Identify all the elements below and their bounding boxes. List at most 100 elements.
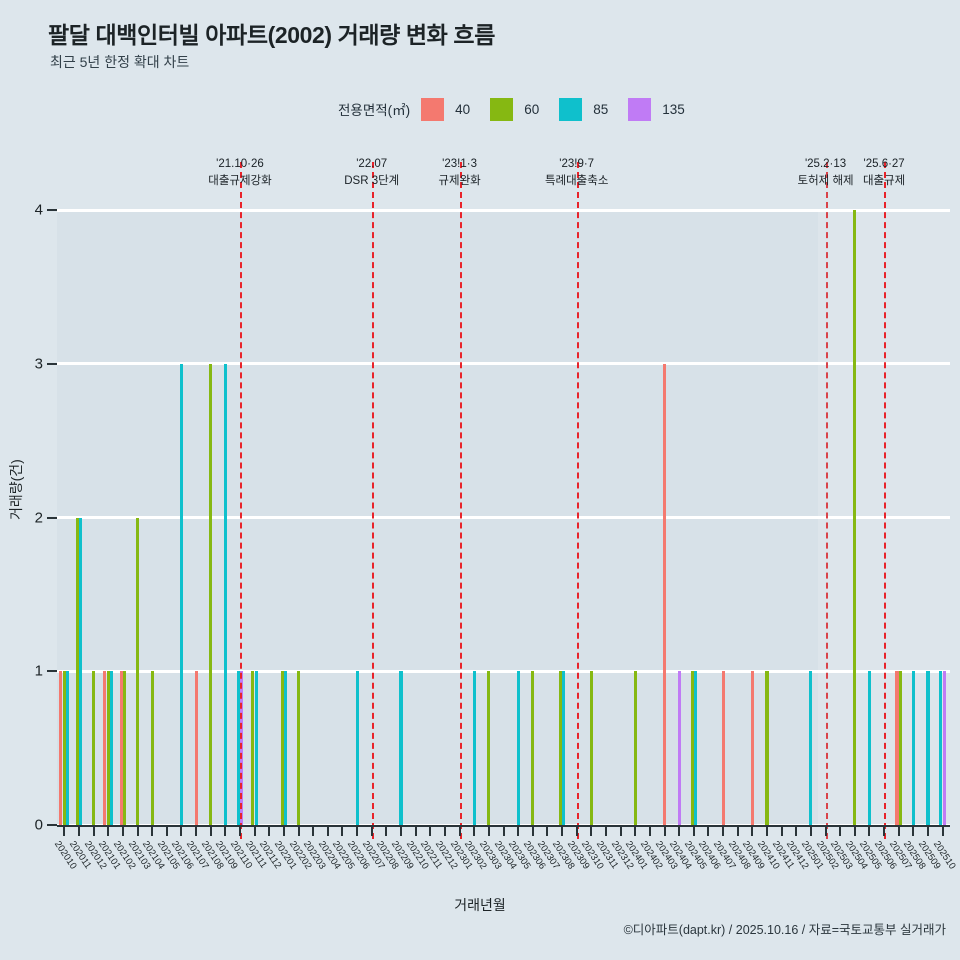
- event-desc: 대출규제강화: [208, 174, 272, 187]
- legend-item-60[interactable]: 60: [490, 97, 559, 121]
- y-tick-mark-2: [47, 516, 57, 519]
- bar-202405-60[interactable]: [690, 671, 694, 825]
- y-tick-label-4: 4: [34, 201, 43, 219]
- x-tick-202504: [853, 825, 856, 836]
- bar-202401-60[interactable]: [633, 671, 637, 825]
- bar-202505-85[interactable]: [867, 671, 872, 825]
- legend-item-85[interactable]: 85: [559, 97, 628, 121]
- bar-202510-85[interactable]: [939, 671, 943, 825]
- bar-202110-85[interactable]: [236, 671, 240, 825]
- bar-202108-60[interactable]: [209, 363, 213, 825]
- x-tick-202307: [546, 825, 549, 836]
- event-desc: 규제완화: [438, 174, 481, 187]
- event-date: '22.07: [356, 158, 388, 170]
- event-line-202506: [884, 162, 887, 839]
- bar-202010-40[interactable]: [59, 671, 63, 825]
- x-tick-202302: [473, 825, 476, 836]
- bar-202510-135[interactable]: [942, 671, 946, 825]
- legend-swatch-icon-40: [421, 97, 445, 121]
- bar-202206-85[interactable]: [355, 671, 359, 825]
- legend-item-135[interactable]: 135: [628, 97, 705, 121]
- bar-202201-60[interactable]: [280, 671, 284, 825]
- bar-202109-85[interactable]: [223, 363, 227, 825]
- bar-202303-60[interactable]: [487, 671, 491, 825]
- bar-202501-85[interactable]: [809, 671, 813, 825]
- bar-202101-60[interactable]: [106, 671, 110, 825]
- event-label-202301: '23!1·3 규제완화: [438, 156, 480, 189]
- legend-swatch-icon-135: [628, 97, 652, 121]
- event-label-202110: '21.10·26 대출규제강화: [208, 156, 271, 189]
- bar-202507-60[interactable]: [898, 671, 903, 825]
- bar-202405-85[interactable]: [693, 671, 698, 825]
- gridline-4: [57, 208, 950, 212]
- bar-202404-135[interactable]: [677, 671, 681, 825]
- bar-202012-60[interactable]: [92, 671, 96, 825]
- x-tick-202212: [443, 825, 446, 836]
- bar-202101-85[interactable]: [110, 671, 114, 825]
- bar-202305-85[interactable]: [516, 671, 520, 825]
- y-tick-label-0: 0: [34, 816, 43, 834]
- bar-202111-85[interactable]: [254, 671, 258, 825]
- y-tick-mark-1: [47, 670, 57, 673]
- bar-202010-85[interactable]: [66, 671, 70, 825]
- bar-202310-60[interactable]: [589, 671, 593, 825]
- bar-202011-85[interactable]: [79, 517, 83, 825]
- bar-202504-60[interactable]: [853, 210, 857, 825]
- x-axis-title: 거래년월: [454, 897, 506, 913]
- x-tick-202312: [619, 825, 622, 836]
- bar-202308-60[interactable]: [558, 671, 562, 825]
- bar-202409-40[interactable]: [750, 671, 754, 825]
- y-axis-title: 거래량(건): [8, 459, 24, 520]
- bar-202507-40[interactable]: [895, 671, 899, 825]
- bar-202102-60[interactable]: [123, 671, 127, 825]
- x-tick-202505: [868, 825, 871, 836]
- bar-202010-60[interactable]: [62, 671, 66, 825]
- legend-label-135: 135: [662, 101, 685, 117]
- x-tick-202101: [107, 825, 110, 836]
- x-tick-202408: [736, 825, 739, 836]
- bar-202306-60[interactable]: [531, 671, 535, 825]
- bar-202011-60[interactable]: [75, 517, 79, 825]
- bar-202308-85[interactable]: [562, 671, 566, 825]
- bar-202202-60[interactable]: [296, 671, 301, 825]
- x-tick-202012: [92, 825, 95, 836]
- x-tick-202104: [151, 825, 154, 836]
- bar-202508-85[interactable]: [911, 671, 915, 825]
- x-tick-202106: [180, 825, 183, 836]
- x-tick-202403: [663, 825, 666, 836]
- bar-202209-85[interactable]: [399, 671, 403, 825]
- bar-202410-60[interactable]: [765, 671, 769, 825]
- legend-item-40[interactable]: 40: [421, 97, 490, 121]
- bar-202509-85[interactable]: [926, 671, 930, 825]
- x-tick-202108: [209, 825, 212, 836]
- legend-label-40: 40: [455, 101, 471, 117]
- legend-swatch-icon-85: [559, 97, 583, 121]
- event-label-202506: '25.6·27 대출규제: [863, 156, 905, 189]
- gridline-2: [57, 516, 950, 519]
- bar-202107-40[interactable]: [194, 671, 198, 825]
- bar-202106-85[interactable]: [179, 363, 183, 825]
- bar-202407-40[interactable]: [721, 671, 725, 825]
- x-axis: 202010 202011 202012 202101 202102 202103 2021…: [52, 825, 957, 871]
- bar-202102-40[interactable]: [119, 671, 123, 825]
- bar-202103-60[interactable]: [135, 517, 140, 825]
- bar-202104-60[interactable]: [150, 671, 154, 825]
- bar-202302-85[interactable]: [472, 671, 476, 825]
- event-date: '21.10·26: [216, 158, 264, 170]
- x-tick-202109: [224, 825, 227, 836]
- x-tick-202501: [809, 825, 812, 836]
- bar-202111-60[interactable]: [251, 671, 255, 825]
- event-line-202110: [239, 162, 242, 839]
- x-tick-202209: [400, 825, 403, 836]
- y-tick-label-1: 1: [34, 662, 43, 680]
- x-tick-202102: [121, 825, 124, 836]
- x-tick-202508: [912, 825, 915, 836]
- bar-202101-40[interactable]: [103, 671, 107, 825]
- legend: 전용면적(㎡) 40 60 85 135: [338, 97, 705, 121]
- x-tick-202202: [297, 825, 300, 836]
- bar-202403-40[interactable]: [662, 363, 667, 825]
- gridline-3: [57, 362, 950, 366]
- bar-202201-85[interactable]: [284, 671, 288, 825]
- x-tick-202407: [722, 825, 725, 836]
